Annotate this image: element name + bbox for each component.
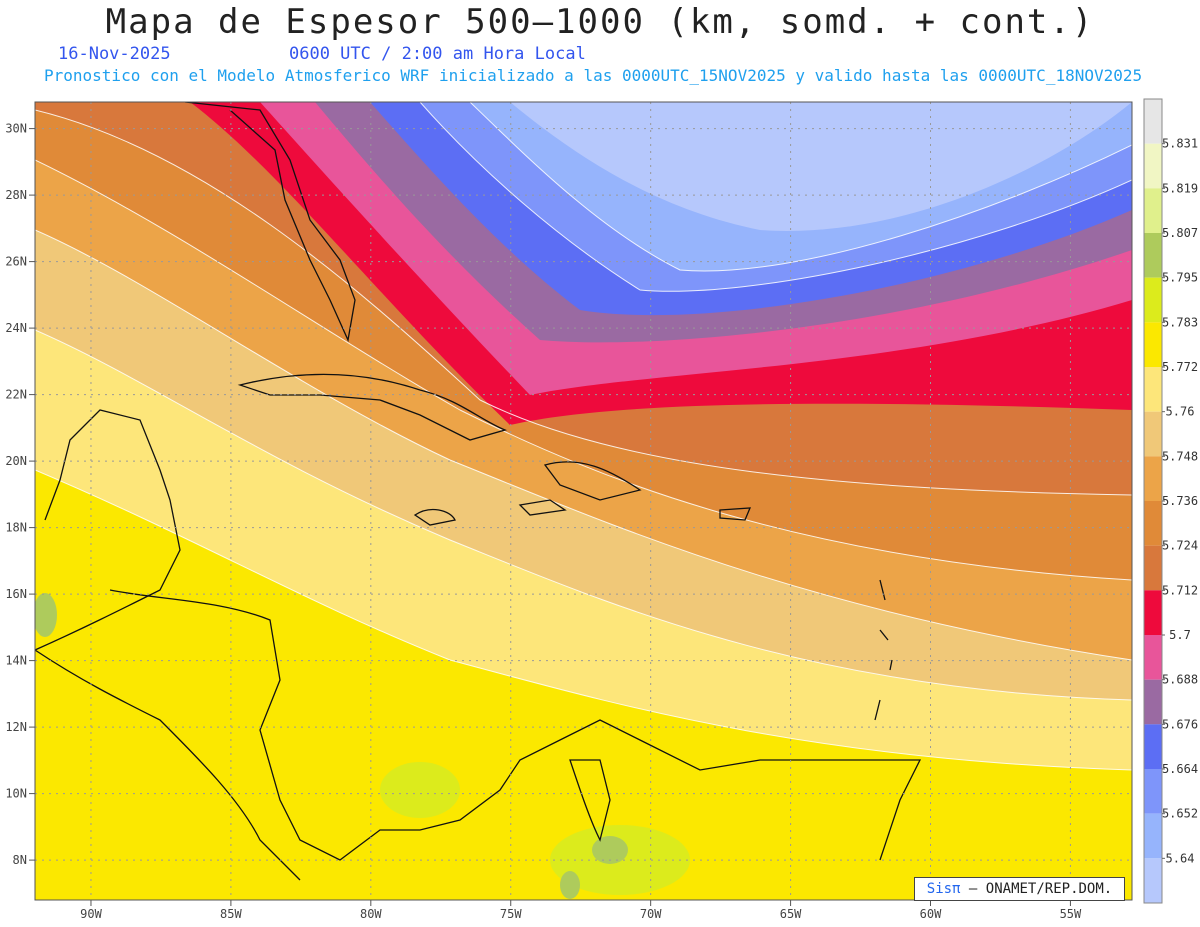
colorbar-swatch <box>1144 769 1162 814</box>
colorbar-swatch <box>1144 99 1162 144</box>
colorbar-label: 5.807 <box>1162 226 1198 240</box>
colorbar-swatch <box>1144 367 1162 412</box>
colorbar-swatch <box>1144 188 1162 233</box>
colorbar-label: 5.772 <box>1162 360 1198 374</box>
colorbar-label: 5.819 <box>1162 181 1198 195</box>
lat-tick-label: 26N <box>5 255 27 269</box>
colorbar: 5.831 5.819 5.807 5.795 5.783 5.772 5.76 5.748 5… <box>1143 98 1198 904</box>
map-frame <box>34 101 1133 901</box>
colorbar-swatch <box>1144 545 1162 591</box>
model-info: Pronostico con el Modelo Atmosferico WRF… <box>44 66 1143 85</box>
colorbar-label: 5.676 <box>1162 717 1198 731</box>
forecast-date: 16-Nov-2025 <box>58 44 171 64</box>
lon-tick-label: 85W <box>220 907 242 921</box>
colorbar-label: 5.664 <box>1162 762 1198 776</box>
colorbar-label: 5.783 <box>1162 315 1198 329</box>
lat-tick-label: 16N <box>5 587 27 601</box>
graticule <box>35 102 1132 900</box>
colorbar-label: 5.688 <box>1162 673 1198 687</box>
lon-tick-label: 55W <box>1060 907 1082 921</box>
lon-tick-label: 80W <box>360 907 382 921</box>
colorbar-swatch <box>1144 724 1162 769</box>
colorbar-swatch <box>1144 322 1162 367</box>
lat-tick-label: 28N <box>5 188 27 202</box>
colorbar-swatch <box>1144 456 1162 501</box>
colorbar-swatch <box>1144 590 1162 635</box>
colorbar-swatch <box>1144 501 1162 546</box>
colorbar-swatch <box>1144 277 1162 323</box>
credit-text: – ONAMET/REP.DOM. <box>968 881 1113 897</box>
lat-tick-label: 10N <box>5 787 27 801</box>
lat-tick-label: 8N <box>13 853 27 867</box>
map-title: Mapa de Espesor 500–1000 (km, somd. + co… <box>105 2 1095 42</box>
lon-tick-label: 65W <box>780 907 802 921</box>
lat-tick-label: 18N <box>5 521 27 535</box>
lat-tick-label: 22N <box>5 388 27 402</box>
lon-tick-label: 90W <box>80 907 102 921</box>
colorbar-swatch <box>1144 233 1162 278</box>
colorbar-swatch <box>1144 143 1162 189</box>
colorbar-swatch <box>1144 635 1162 680</box>
colorbar-label: 5.64 <box>1166 851 1195 865</box>
colorbar-label: 5.76 <box>1166 405 1195 419</box>
credit-box: Sisπ – ONAMET/REP.DOM. <box>914 877 1125 901</box>
colorbar-label: 5.712 <box>1162 583 1198 597</box>
colorbar-swatch <box>1144 858 1162 903</box>
colorbar-label: 5.724 <box>1162 539 1198 553</box>
lat-tick-label: 20N <box>5 454 27 468</box>
colorbar-swatch <box>1144 679 1162 725</box>
colorbar-label: 5.652 <box>1162 807 1198 821</box>
forecast-time: 0600 UTC / 2:00 am Hora Local <box>289 44 586 64</box>
coastlines <box>35 102 922 881</box>
colorbar-label: 5.748 <box>1162 449 1198 463</box>
lon-tick-label: 70W <box>640 907 662 921</box>
colorbar-swatch <box>1144 813 1162 859</box>
lat-tick-label: 14N <box>5 654 27 668</box>
lon-tick-label: 75W <box>500 907 522 921</box>
colorbar-swatch <box>1144 411 1162 457</box>
colorbar-label: 5.736 <box>1162 494 1198 508</box>
contour-fill <box>35 102 1132 900</box>
colorbar-label: 5.7 <box>1169 628 1191 642</box>
lat-tick-label: 12N <box>5 720 27 734</box>
credit-brand: Sisπ <box>926 881 961 897</box>
colorbar-label: 5.795 <box>1162 271 1198 285</box>
lat-tick-label: 24N <box>5 321 27 335</box>
lon-tick-label: 60W <box>920 907 942 921</box>
lat-tick-label: 30N <box>5 122 27 136</box>
colorbar-label: 5.831 <box>1162 137 1198 151</box>
axis-ticks: 90W 85W 80W 75W 70W 65W 60W 55W 30N 28N 26N 24N 22N 2… <box>5 122 1082 921</box>
